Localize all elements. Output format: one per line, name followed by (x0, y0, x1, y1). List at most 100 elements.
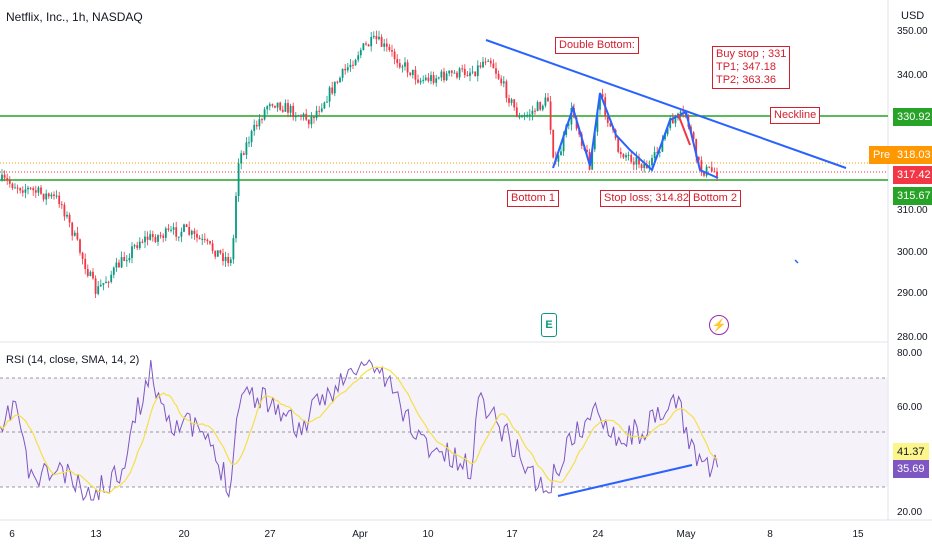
candle-body (11, 183, 14, 188)
candle-body (653, 152, 656, 159)
candle-body (112, 267, 115, 275)
time-tick-label: 10 (422, 529, 434, 540)
candle-body (297, 115, 300, 117)
candle-body (544, 97, 547, 106)
rsi-band-background (0, 378, 888, 487)
candle-body (203, 238, 206, 240)
candle-body (570, 107, 573, 125)
time-tick-label: 6 (9, 529, 15, 540)
candle-body (497, 73, 500, 79)
candle-body (258, 119, 261, 127)
candle-body (432, 75, 435, 83)
rsi-title: RSI (14, close, SMA, 14, 2) (6, 354, 140, 366)
candle-body (341, 68, 344, 78)
candle-body (474, 71, 477, 77)
candle-body (588, 152, 591, 170)
candle-body (339, 77, 341, 83)
candle-body (125, 260, 128, 262)
candle-body (172, 227, 175, 230)
candle-body (414, 69, 417, 80)
candle-body (79, 239, 81, 253)
price-tick-label: 310.00 (897, 205, 928, 216)
candle-body (482, 61, 484, 68)
candle-body (105, 281, 107, 284)
candle-body (357, 55, 360, 60)
double-bottom-label[interactable]: Double Bottom: (555, 37, 639, 54)
candle-body (359, 50, 362, 56)
candle-body (300, 115, 302, 117)
candle-body (287, 103, 289, 113)
candle-body (331, 87, 334, 94)
price-tick-label: 340.00 (897, 70, 928, 81)
candle-body (492, 63, 495, 69)
candle-body (638, 157, 640, 165)
candle-body (469, 72, 471, 76)
candle-body (671, 118, 674, 124)
candle-body (222, 253, 224, 262)
candle-body (526, 114, 529, 116)
candle-body (34, 190, 37, 193)
time-tick-label: 24 (592, 529, 604, 540)
dividend-event-icon[interactable]: ⚡ (709, 315, 729, 335)
candle-body (318, 110, 321, 112)
candle-body (294, 116, 297, 118)
neckline-label[interactable]: Neckline (770, 107, 821, 124)
candle-body (539, 102, 542, 110)
bottom-2-label[interactable]: Bottom 2 (689, 190, 742, 207)
candle-body (201, 238, 204, 240)
candle-body (484, 61, 487, 63)
candle-body (55, 195, 58, 197)
candle-body (627, 154, 630, 156)
candle-body (92, 271, 94, 279)
candle-body (500, 78, 503, 84)
time-tick-label: 17 (506, 529, 518, 540)
candle-body (700, 160, 703, 173)
bottom-1-label[interactable]: Bottom 1 (507, 190, 560, 207)
candle-body (443, 71, 445, 81)
candle-body (216, 250, 219, 257)
candle-body (19, 188, 22, 191)
candle-body (232, 238, 235, 260)
time-tick-label: Apr (352, 529, 368, 540)
candle-body (599, 94, 601, 110)
candle-body (323, 102, 326, 109)
pre-market-price-tag: 318.03 (893, 146, 932, 164)
candle-body (14, 187, 16, 189)
candle-body (344, 68, 347, 71)
candle-body (58, 195, 61, 205)
rsi-tick-label: 20.00 (897, 507, 922, 518)
candle-body (710, 167, 713, 172)
candle-body (255, 124, 258, 127)
candle-body (281, 109, 284, 112)
rsi-line (0, 359, 719, 502)
candle-body (177, 236, 180, 238)
time-tick-label: 8 (767, 529, 773, 540)
candle-body (489, 60, 492, 64)
trend-mark (794, 259, 799, 264)
stop-loss-label[interactable]: Stop loss; 314.82 (600, 190, 694, 207)
candle-body (302, 113, 305, 117)
candle-body (440, 71, 443, 78)
trade-plan-label[interactable]: Buy stop ; 331 TP1; 347.18 TP2; 363.36 (712, 46, 791, 89)
candle-body (617, 138, 620, 152)
support-price-tag: 315.67 (893, 187, 932, 205)
candle-body (632, 161, 635, 165)
candle-body (144, 236, 146, 243)
last-price-tag: 317.42 (893, 166, 932, 184)
earnings-event-icon[interactable]: E (541, 313, 557, 337)
candle-body (430, 75, 432, 81)
candle-body (211, 243, 214, 251)
candle-body (453, 72, 456, 74)
candle-body (625, 155, 627, 158)
candle-body (159, 235, 162, 237)
time-tick-label: 15 (852, 529, 864, 540)
candle-body (3, 174, 6, 179)
candle-body (81, 252, 84, 259)
candle-body (508, 98, 510, 103)
candle-body (378, 36, 380, 40)
candle-body (705, 166, 708, 176)
candle-body (162, 235, 165, 238)
candle-body (50, 194, 53, 197)
